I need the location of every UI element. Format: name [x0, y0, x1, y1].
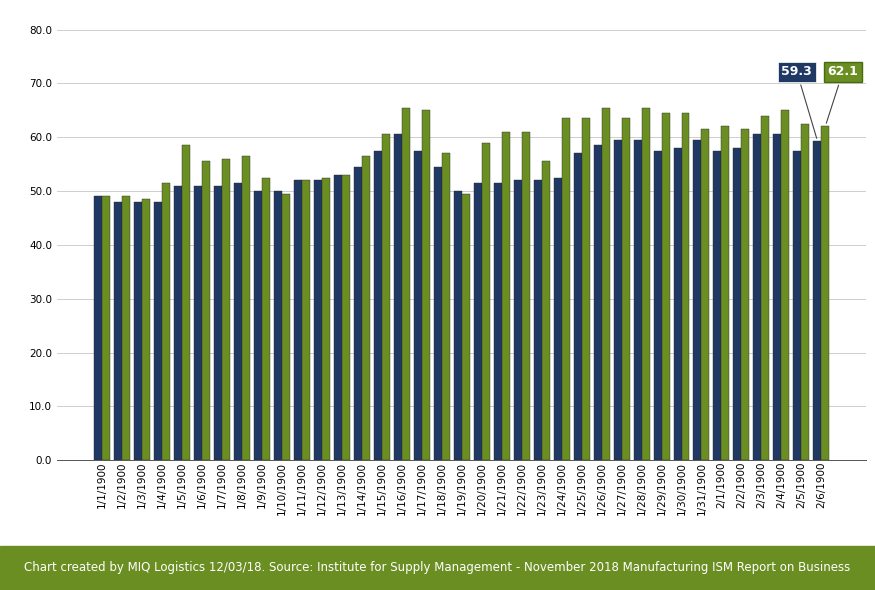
- Bar: [182, 145, 190, 460]
- Bar: [382, 135, 389, 460]
- Bar: [493, 183, 501, 460]
- Bar: [302, 181, 310, 460]
- Bar: [173, 186, 182, 460]
- Bar: [674, 148, 682, 460]
- Bar: [134, 202, 142, 460]
- Bar: [402, 107, 410, 460]
- Bar: [102, 196, 109, 460]
- Bar: [142, 199, 150, 460]
- Bar: [713, 150, 722, 460]
- Bar: [682, 113, 690, 460]
- Bar: [313, 181, 322, 460]
- Bar: [193, 186, 201, 460]
- Bar: [154, 202, 162, 460]
- Bar: [234, 183, 242, 460]
- Bar: [733, 148, 741, 460]
- Bar: [621, 119, 629, 460]
- Bar: [442, 153, 450, 460]
- Bar: [282, 194, 290, 460]
- Bar: [322, 178, 330, 460]
- Bar: [262, 178, 270, 460]
- Bar: [294, 181, 302, 460]
- Bar: [414, 150, 422, 460]
- Bar: [741, 129, 750, 460]
- Bar: [122, 196, 130, 460]
- Bar: [453, 191, 462, 460]
- Bar: [774, 135, 781, 460]
- Bar: [374, 150, 382, 460]
- Bar: [114, 202, 122, 460]
- Bar: [501, 132, 509, 460]
- Bar: [481, 143, 489, 460]
- Bar: [554, 178, 562, 460]
- Bar: [162, 183, 170, 460]
- Bar: [341, 175, 350, 460]
- Bar: [514, 181, 522, 460]
- Bar: [814, 141, 822, 460]
- Bar: [274, 191, 282, 460]
- Bar: [214, 186, 221, 460]
- Bar: [534, 181, 542, 460]
- Bar: [662, 113, 669, 460]
- Text: Chart created by MIQ Logistics 12/03/18. Source: Institute for Supply Management: Chart created by MIQ Logistics 12/03/18.…: [24, 561, 850, 575]
- Bar: [702, 129, 710, 460]
- Bar: [94, 196, 102, 460]
- Bar: [254, 191, 262, 460]
- Bar: [794, 150, 802, 460]
- Bar: [761, 116, 769, 460]
- Bar: [613, 140, 621, 460]
- Bar: [201, 162, 210, 460]
- Bar: [654, 150, 662, 460]
- Bar: [601, 107, 610, 460]
- Bar: [562, 119, 570, 460]
- Bar: [434, 167, 442, 460]
- Bar: [354, 167, 361, 460]
- Bar: [221, 159, 229, 460]
- Text: 62.1: 62.1: [826, 65, 858, 123]
- Bar: [753, 135, 761, 460]
- Bar: [522, 132, 529, 460]
- Bar: [573, 153, 582, 460]
- Bar: [593, 145, 601, 460]
- Bar: [694, 140, 702, 460]
- Bar: [333, 175, 341, 460]
- Bar: [242, 156, 249, 460]
- Bar: [422, 110, 430, 460]
- Bar: [462, 194, 470, 460]
- Bar: [361, 156, 369, 460]
- Bar: [641, 107, 649, 460]
- Bar: [822, 126, 830, 460]
- Bar: [634, 140, 641, 460]
- Bar: [542, 162, 550, 460]
- Bar: [802, 124, 809, 460]
- Text: 59.3: 59.3: [781, 65, 816, 138]
- Bar: [781, 110, 789, 460]
- Bar: [722, 126, 730, 460]
- Bar: [582, 119, 590, 460]
- Bar: [473, 183, 481, 460]
- Bar: [394, 135, 402, 460]
